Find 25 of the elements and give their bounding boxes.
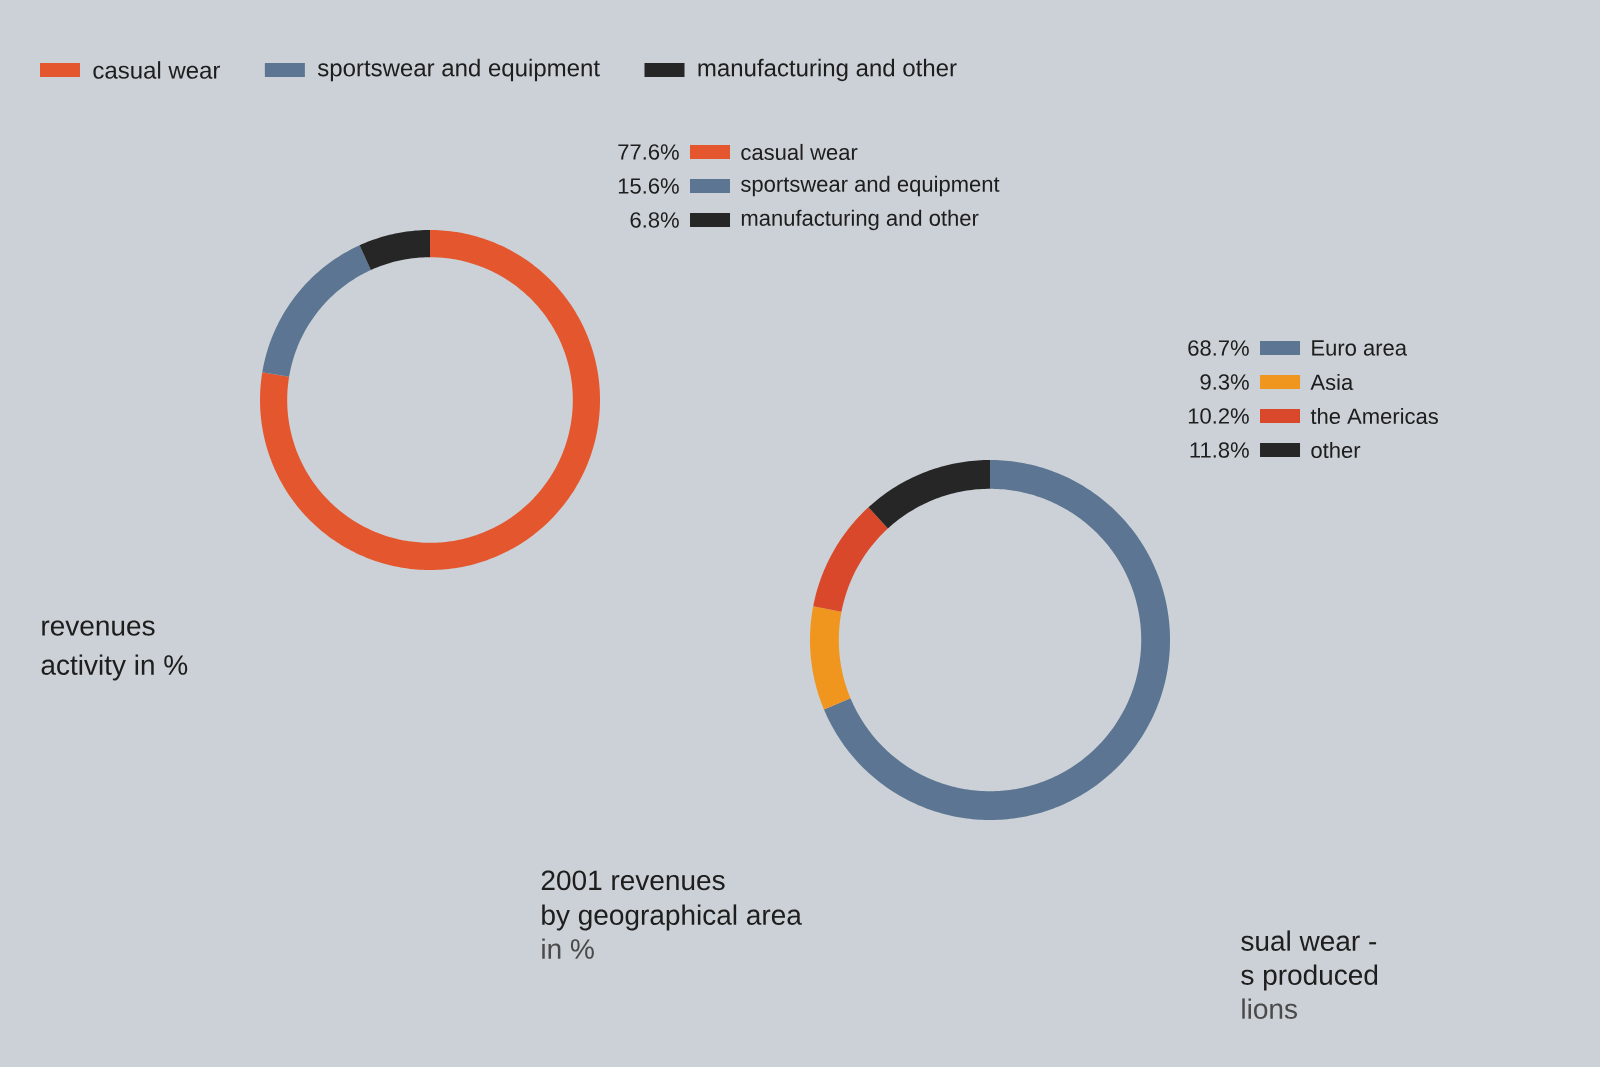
legend-label: the Americas [1310,407,1438,425]
text: revenues [42,620,155,636]
data-label: 9.3% [1200,374,1249,390]
text: by geographical area [542,904,802,931]
legend-label: manufacturing and other [741,209,979,231]
data-label: 10.2% [1188,408,1249,424]
data-label: 11.8% [1190,442,1249,458]
legend-label: other [1311,441,1361,459]
legend-label: casual wear [741,143,858,161]
text: s produced [1241,964,1378,991]
text: in % [542,938,594,959]
text: 2001 revenues [541,870,725,891]
text: sual wear - [1241,930,1377,951]
category-label: casual wear [93,61,221,79]
legend-label: Euro area [1312,340,1408,356]
text: activity in % [41,654,188,681]
legend-label: Asia [1310,373,1354,391]
data-label: 6.8% [630,212,679,228]
legend-label: sportswear and equipment [741,175,1000,197]
category-label: manufacturing and other [698,58,957,82]
data-label: 68.7% [1188,340,1249,356]
text: lions [1242,998,1297,1019]
data-label: 77.6% [618,144,679,160]
data-label: 15.6% [618,178,679,194]
category-label: sportswear and equipment [317,58,600,82]
